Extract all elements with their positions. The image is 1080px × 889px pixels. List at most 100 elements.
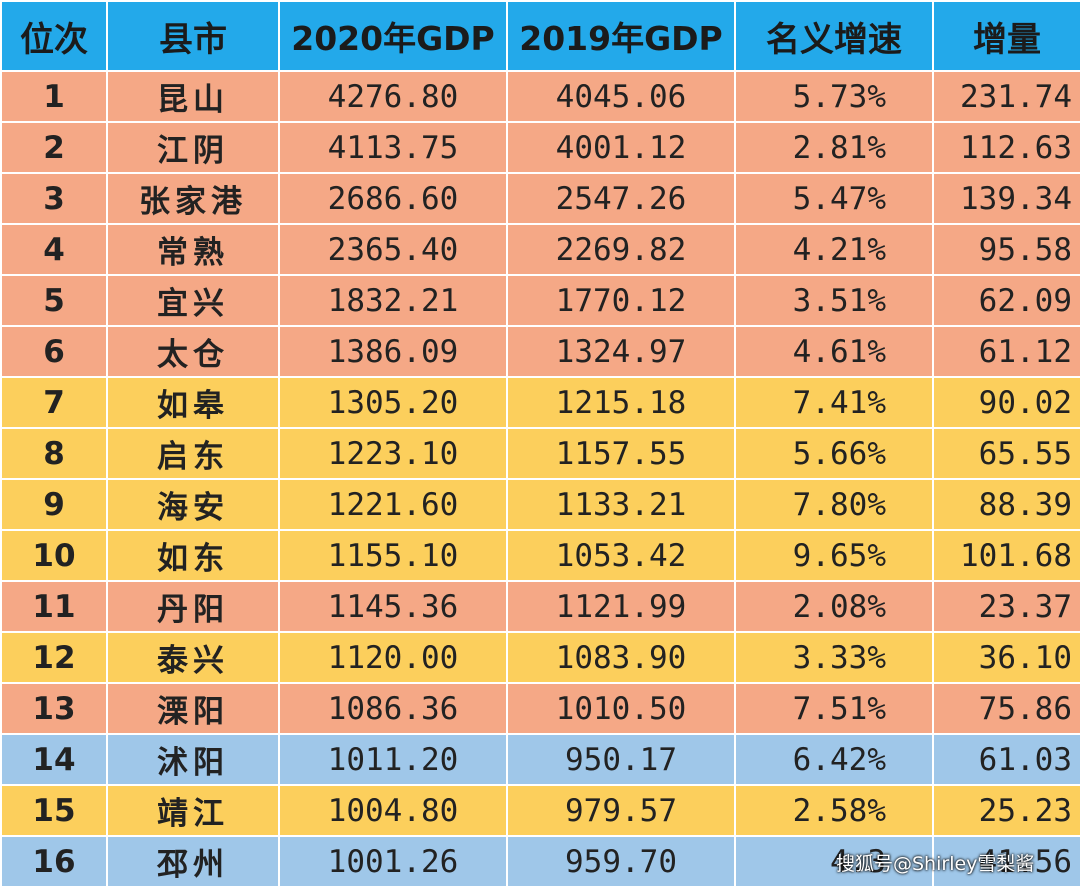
gdp-2020-cell: 1120.00 [278, 631, 508, 684]
table-row: 4 常熟 2365.40 2269.82 4.21% 95.58 [0, 223, 1080, 276]
increase-cell: 41.56 [932, 835, 1080, 888]
increase-cell: 95.58 [932, 223, 1080, 276]
city-cell: 靖江 [106, 784, 280, 837]
gdp-2020-cell: 2686.60 [278, 172, 508, 225]
gdp-2020-cell: 2365.40 [278, 223, 508, 276]
rank-cell: 1 [0, 70, 108, 123]
table-row: 10 如东 1155.10 1053.42 9.65% 101.68 [0, 529, 1080, 582]
gdp-2020-cell: 1011.20 [278, 733, 508, 786]
growth-cell: 2.08% [734, 580, 934, 633]
table-row: 6 太仓 1386.09 1324.97 4.61% 61.12 [0, 325, 1080, 378]
gdp-2020-cell: 1832.21 [278, 274, 508, 327]
city-cell: 宜兴 [106, 274, 280, 327]
gdp-2020-cell: 1145.36 [278, 580, 508, 633]
gdp-2019-cell: 1324.97 [506, 325, 736, 378]
increase-cell: 25.23 [932, 784, 1080, 837]
gdp-2019-cell: 4045.06 [506, 70, 736, 123]
city-cell: 太仓 [106, 325, 280, 378]
city-cell: 溧阳 [106, 682, 280, 735]
increase-cell: 65.55 [932, 427, 1080, 480]
gdp-2019-cell: 1083.90 [506, 631, 736, 684]
city-cell: 江阴 [106, 121, 280, 174]
city-cell: 如东 [106, 529, 280, 582]
growth-cell: 7.41% [734, 376, 934, 429]
header-rank: 位次 [0, 0, 108, 72]
table-body: 1 昆山 4276.80 4045.06 5.73% 231.74 2 江阴 4113.75 40… [0, 70, 1080, 888]
table-row: 3 张家港 2686.60 2547.26 5.47% 139.34 [0, 172, 1080, 225]
gdp-2019-cell: 2547.26 [506, 172, 736, 225]
gdp-2020-cell: 4113.75 [278, 121, 508, 174]
growth-cell: 2.81% [734, 121, 934, 174]
growth-cell: 5.47% [734, 172, 934, 225]
gdp-2020-cell: 1221.60 [278, 478, 508, 531]
table-row: 15 靖江 1004.80 979.57 2.58% 25.23 [0, 784, 1080, 837]
growth-cell: 7.51% [734, 682, 934, 735]
increase-cell: 88.39 [932, 478, 1080, 531]
growth-cell: 4.3 [734, 835, 934, 888]
growth-cell: 5.73% [734, 70, 934, 123]
city-cell: 泰兴 [106, 631, 280, 684]
header-growth: 名义增速 [734, 0, 934, 72]
growth-cell: 9.65% [734, 529, 934, 582]
gdp-2020-cell: 1155.10 [278, 529, 508, 582]
gdp-2020-cell: 4276.80 [278, 70, 508, 123]
city-cell: 丹阳 [106, 580, 280, 633]
city-cell: 海安 [106, 478, 280, 531]
increase-cell: 112.63 [932, 121, 1080, 174]
rank-cell: 10 [0, 529, 108, 582]
increase-cell: 62.09 [932, 274, 1080, 327]
watermark: 搜狐号@Shirley雪梨酱 [836, 853, 1035, 875]
gdp-2020-cell: 1305.20 [278, 376, 508, 429]
rank-cell: 11 [0, 580, 108, 633]
header-gdp-2020: 2020年GDP [278, 0, 508, 72]
table-row: 7 如皋 1305.20 1215.18 7.41% 90.02 [0, 376, 1080, 429]
increase-cell: 23.37 [932, 580, 1080, 633]
table-row: 2 江阴 4113.75 4001.12 2.81% 112.63 [0, 121, 1080, 174]
rank-cell: 5 [0, 274, 108, 327]
table-row: 16 邳州 1001.26 959.70 4.3 41.56 [0, 835, 1080, 888]
gdp-2020-cell: 1004.80 [278, 784, 508, 837]
rank-cell: 6 [0, 325, 108, 378]
rank-cell: 14 [0, 733, 108, 786]
growth-cell: 3.33% [734, 631, 934, 684]
city-cell: 邳州 [106, 835, 280, 888]
rank-cell: 16 [0, 835, 108, 888]
table-row: 9 海安 1221.60 1133.21 7.80% 88.39 [0, 478, 1080, 531]
increase-cell: 61.03 [932, 733, 1080, 786]
city-cell: 启东 [106, 427, 280, 480]
city-cell: 如皋 [106, 376, 280, 429]
growth-cell: 2.58% [734, 784, 934, 837]
header-gdp-2019: 2019年GDP [506, 0, 736, 72]
header-city: 县市 [106, 0, 280, 72]
gdp-2019-cell: 1053.42 [506, 529, 736, 582]
rank-cell: 9 [0, 478, 108, 531]
gdp-2019-cell: 959.70 [506, 835, 736, 888]
city-cell: 常熟 [106, 223, 280, 276]
increase-cell: 90.02 [932, 376, 1080, 429]
rank-cell: 2 [0, 121, 108, 174]
gdp-2020-cell: 1386.09 [278, 325, 508, 378]
gdp-2019-cell: 1157.55 [506, 427, 736, 480]
gdp-2019-cell: 1010.50 [506, 682, 736, 735]
rank-cell: 12 [0, 631, 108, 684]
table-row: 14 沭阳 1011.20 950.17 6.42% 61.03 [0, 733, 1080, 786]
rank-cell: 4 [0, 223, 108, 276]
increase-cell: 75.86 [932, 682, 1080, 735]
header-row: 位次 县市 2020年GDP 2019年GDP 名义增速 增量 [0, 0, 1080, 72]
rank-cell: 13 [0, 682, 108, 735]
table-row: 8 启东 1223.10 1157.55 5.66% 65.55 [0, 427, 1080, 480]
rank-cell: 15 [0, 784, 108, 837]
growth-cell: 4.21% [734, 223, 934, 276]
city-cell: 张家港 [106, 172, 280, 225]
gdp-2019-cell: 1770.12 [506, 274, 736, 327]
gdp-2019-cell: 950.17 [506, 733, 736, 786]
table-row: 11 丹阳 1145.36 1121.99 2.08% 23.37 [0, 580, 1080, 633]
table-row: 13 溧阳 1086.36 1010.50 7.51% 75.86 [0, 682, 1080, 735]
city-cell: 沭阳 [106, 733, 280, 786]
growth-cell: 4.61% [734, 325, 934, 378]
gdp-2020-cell: 1001.26 [278, 835, 508, 888]
growth-cell: 6.42% [734, 733, 934, 786]
gdp-2019-cell: 979.57 [506, 784, 736, 837]
gdp-2019-cell: 4001.12 [506, 121, 736, 174]
increase-cell: 101.68 [932, 529, 1080, 582]
